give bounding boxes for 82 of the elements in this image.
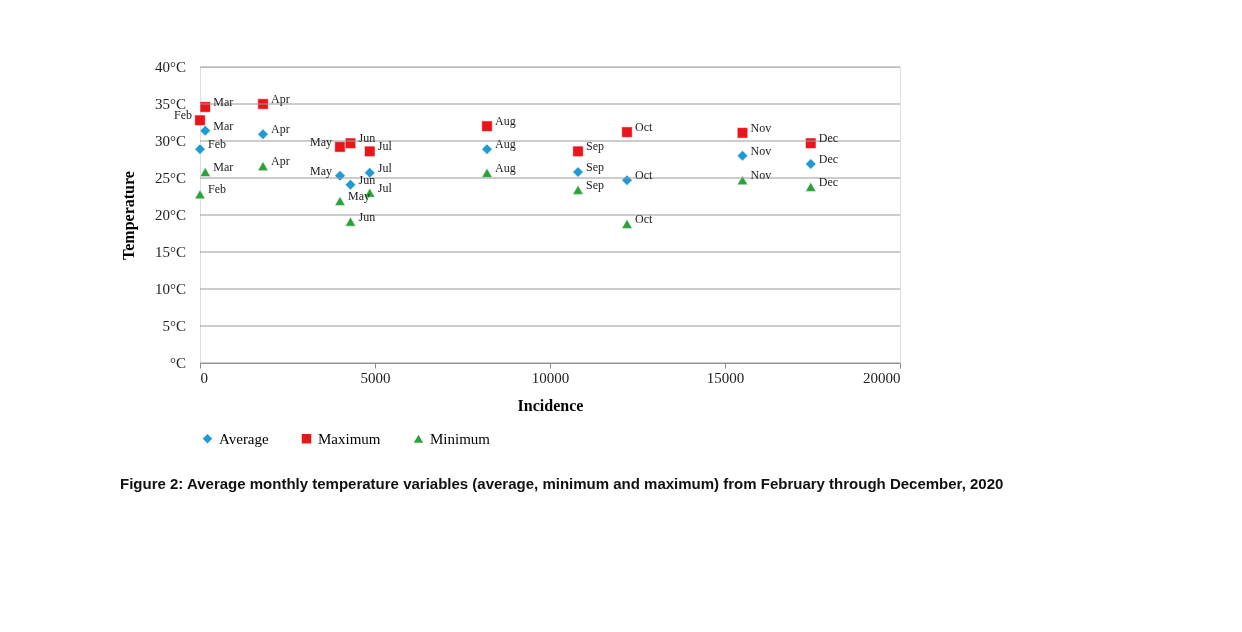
point xyxy=(481,168,493,178)
annotation: Oct xyxy=(635,211,653,226)
annotation: Jun xyxy=(358,131,376,146)
point xyxy=(199,125,211,137)
x-tick-label: 10000 xyxy=(531,369,570,386)
y-tick-label: 5°C xyxy=(162,318,186,334)
annotation: Aug xyxy=(495,137,516,152)
annotation: Feb xyxy=(208,137,226,152)
annotation: Nov xyxy=(750,143,772,158)
annotation: Dec xyxy=(818,174,839,189)
annotation: Dec xyxy=(818,131,839,146)
point xyxy=(621,219,633,229)
annotation: Apr xyxy=(271,92,290,106)
point xyxy=(345,216,356,227)
point xyxy=(334,141,346,153)
annotation: Oct xyxy=(635,168,653,183)
point xyxy=(194,189,206,200)
annotation: Nov xyxy=(750,168,772,183)
annotation: Nov xyxy=(750,120,772,135)
annotation: Jun xyxy=(358,172,376,187)
annotation: Apr xyxy=(271,154,290,169)
point xyxy=(481,120,493,132)
y-tick-label: 15°C xyxy=(154,244,186,260)
point xyxy=(194,143,206,155)
annotation: Sep xyxy=(586,160,604,175)
point xyxy=(199,167,211,177)
y-tick-label: °C xyxy=(169,355,186,371)
annotation: Mar xyxy=(213,118,234,133)
point xyxy=(621,174,633,186)
point xyxy=(257,128,269,140)
annotation: May xyxy=(310,163,332,178)
annotation: Aug xyxy=(495,160,516,175)
annotation: Oct xyxy=(635,120,653,135)
x-tick-label: 15000 xyxy=(706,369,745,386)
annotation: May xyxy=(310,134,332,149)
legend-label: Average xyxy=(219,430,270,447)
point xyxy=(805,137,817,149)
annotation: Jul xyxy=(377,139,393,154)
legend-label: Maximum xyxy=(318,430,381,447)
point xyxy=(481,143,493,155)
annotation: Jun xyxy=(358,209,376,224)
point xyxy=(737,150,748,162)
point xyxy=(572,166,584,178)
point xyxy=(805,158,817,170)
point xyxy=(364,145,376,157)
x-tick-label: 0 xyxy=(200,369,208,386)
caption: Figure 2: Average monthly temperature variables (average, minimum and maximum) from February through December, 2020 xyxy=(120,475,1004,492)
annotation: Jul xyxy=(377,160,393,175)
point xyxy=(334,196,346,206)
point xyxy=(621,126,633,138)
annotation: Aug xyxy=(495,114,516,129)
point xyxy=(572,185,584,195)
point xyxy=(334,170,346,182)
point xyxy=(737,175,748,186)
annotation: Sep xyxy=(586,177,604,192)
point xyxy=(572,145,584,157)
point xyxy=(345,179,356,191)
point xyxy=(257,98,269,110)
annotation: Jul xyxy=(377,180,393,195)
point xyxy=(199,101,211,113)
point xyxy=(345,137,356,149)
annotation: Feb xyxy=(208,182,226,197)
annotation: May xyxy=(348,188,370,203)
annotation: Dec xyxy=(818,151,839,166)
point xyxy=(257,161,269,171)
y-tick-label: 40°C xyxy=(154,59,186,75)
y-axis-title: Temperature xyxy=(119,171,138,260)
y-tick-label: 25°C xyxy=(154,170,186,186)
x-axis-title: Incidence xyxy=(517,396,584,414)
annotation: Mar xyxy=(213,160,234,175)
annotation: Mar xyxy=(213,94,234,109)
annotation: Apr xyxy=(271,122,290,137)
y-tick-label: 10°C xyxy=(154,281,186,297)
point xyxy=(194,114,206,126)
y-tick-label: 20°C xyxy=(154,207,186,223)
y-tick-label: 30°C xyxy=(154,133,186,149)
legend-label: Minimum xyxy=(430,430,491,447)
x-tick-label: 20000 xyxy=(863,369,901,386)
annotation: Sep xyxy=(586,139,604,154)
point xyxy=(737,127,748,139)
point xyxy=(805,182,817,192)
x-tick-label: 5000 xyxy=(360,369,391,386)
